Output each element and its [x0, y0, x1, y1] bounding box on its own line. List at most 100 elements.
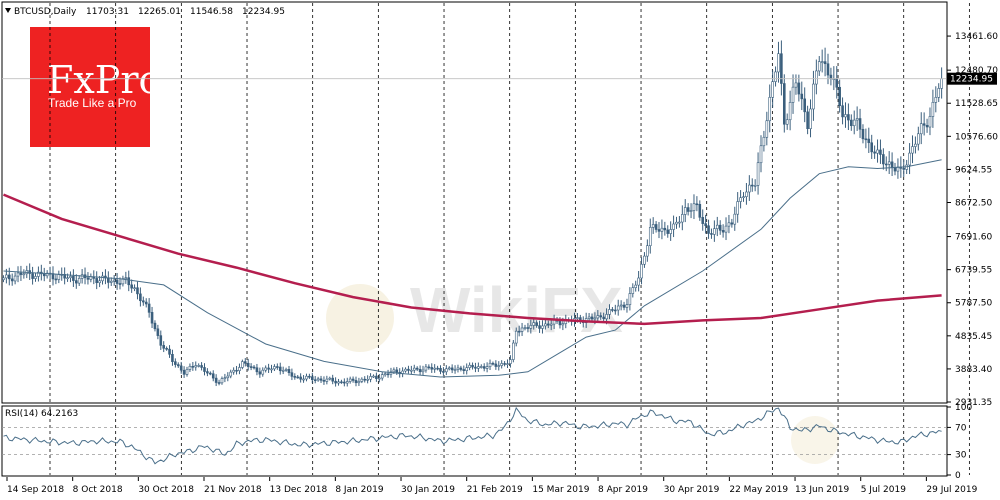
candle-body	[503, 363, 506, 365]
candle-body	[710, 233, 713, 235]
candle-body	[768, 97, 772, 122]
candle-body	[602, 316, 605, 320]
candle-body	[529, 325, 533, 329]
candle-body	[185, 369, 189, 375]
candle-body	[704, 223, 707, 227]
candle-body	[31, 273, 34, 279]
x-tick-label: 15 Mar 2019	[532, 485, 589, 495]
candle-body	[159, 335, 163, 346]
candle-body	[217, 382, 221, 384]
candle-body	[654, 224, 658, 230]
candle-body	[538, 325, 541, 329]
candle-body	[514, 330, 518, 344]
candle-body	[919, 123, 923, 135]
candle-body	[214, 377, 218, 383]
candle-body	[456, 367, 460, 370]
candle-body	[765, 120, 769, 138]
candle-body	[72, 276, 75, 281]
candle-body	[759, 145, 763, 164]
candle-body	[238, 367, 241, 371]
candle-body	[281, 370, 285, 372]
candle-body	[625, 304, 629, 308]
x-tick-label: 30 Jan 2019	[401, 485, 455, 495]
candle-body	[590, 316, 594, 320]
rsi-tick-label: 70	[955, 423, 967, 433]
candle-body	[876, 149, 879, 154]
candle-body	[378, 377, 381, 380]
candle-body	[57, 274, 61, 280]
rsi-tick-label: 0	[955, 471, 961, 481]
candle-body	[922, 123, 926, 126]
candle-body	[194, 365, 198, 368]
candle-body	[794, 82, 798, 88]
x-tick-label: 14 Sep 2018	[7, 485, 64, 495]
candle-body	[235, 369, 238, 372]
candle-body	[369, 376, 372, 380]
candle-body	[427, 366, 431, 369]
fxpro-tagline: Trade Like a Pro	[48, 96, 137, 110]
candle-body	[10, 278, 14, 282]
y-tick-label: 7691.60	[955, 233, 992, 243]
candle-body	[925, 124, 929, 128]
candle-body	[546, 323, 550, 326]
candle-body	[363, 378, 367, 381]
candle-body	[657, 229, 661, 232]
candle-body	[777, 53, 780, 73]
candle-body	[631, 287, 635, 294]
candle-body	[34, 276, 37, 279]
candle-body	[203, 367, 206, 372]
candle-body	[287, 369, 291, 373]
candle-body	[412, 367, 416, 371]
candle-body	[101, 275, 104, 282]
candle-body	[179, 365, 183, 371]
y-tick-label: 13461.60	[955, 32, 998, 42]
candle-body	[302, 378, 305, 381]
candle-body	[736, 201, 739, 215]
candle-body	[471, 364, 474, 368]
candle-body	[290, 372, 294, 377]
moving-averages	[3, 159, 942, 378]
candle-body	[206, 371, 209, 374]
candle-body	[576, 317, 579, 319]
candle-body	[270, 368, 273, 371]
ohlc-close: 12234.95	[242, 7, 285, 17]
candle-body	[296, 376, 300, 379]
candle-body	[191, 366, 195, 368]
candle-body	[477, 366, 480, 369]
candle-body	[188, 366, 192, 370]
candle-body	[380, 374, 384, 379]
candle-body	[331, 377, 334, 382]
rsi-pane-frame	[1, 405, 948, 477]
candle-body	[348, 378, 352, 382]
candle-body	[596, 315, 600, 319]
candle-body	[319, 378, 323, 381]
candle-body	[911, 146, 914, 154]
moving-average-fast-line	[3, 159, 942, 378]
candle-body	[914, 143, 917, 147]
ohlc-low: 11546.58	[190, 7, 233, 17]
y-tick-label: 2931.35	[955, 398, 992, 408]
triangle-down-icon[interactable]	[5, 8, 11, 13]
candle-body	[284, 369, 288, 371]
candle-body	[701, 217, 705, 224]
current-price-value: 12234.95	[950, 75, 993, 85]
candle-body	[847, 114, 850, 121]
candle-body	[788, 102, 792, 121]
candle-body	[261, 369, 265, 375]
candle-body	[675, 221, 678, 225]
candle-body	[482, 366, 486, 369]
candle-body	[812, 83, 815, 110]
candle-body	[844, 114, 847, 118]
candle-body	[392, 369, 396, 373]
candle-body	[366, 378, 369, 381]
candle-body	[718, 224, 722, 231]
candle-body	[153, 322, 157, 330]
candle-body	[375, 375, 378, 379]
candle-body	[934, 97, 938, 103]
candle-body	[337, 381, 340, 384]
fxpro-logo-text: FxPro	[47, 58, 161, 102]
candle-body	[800, 93, 804, 100]
candle-body	[870, 142, 874, 153]
candle-body	[748, 184, 751, 193]
candle-body	[733, 213, 737, 225]
